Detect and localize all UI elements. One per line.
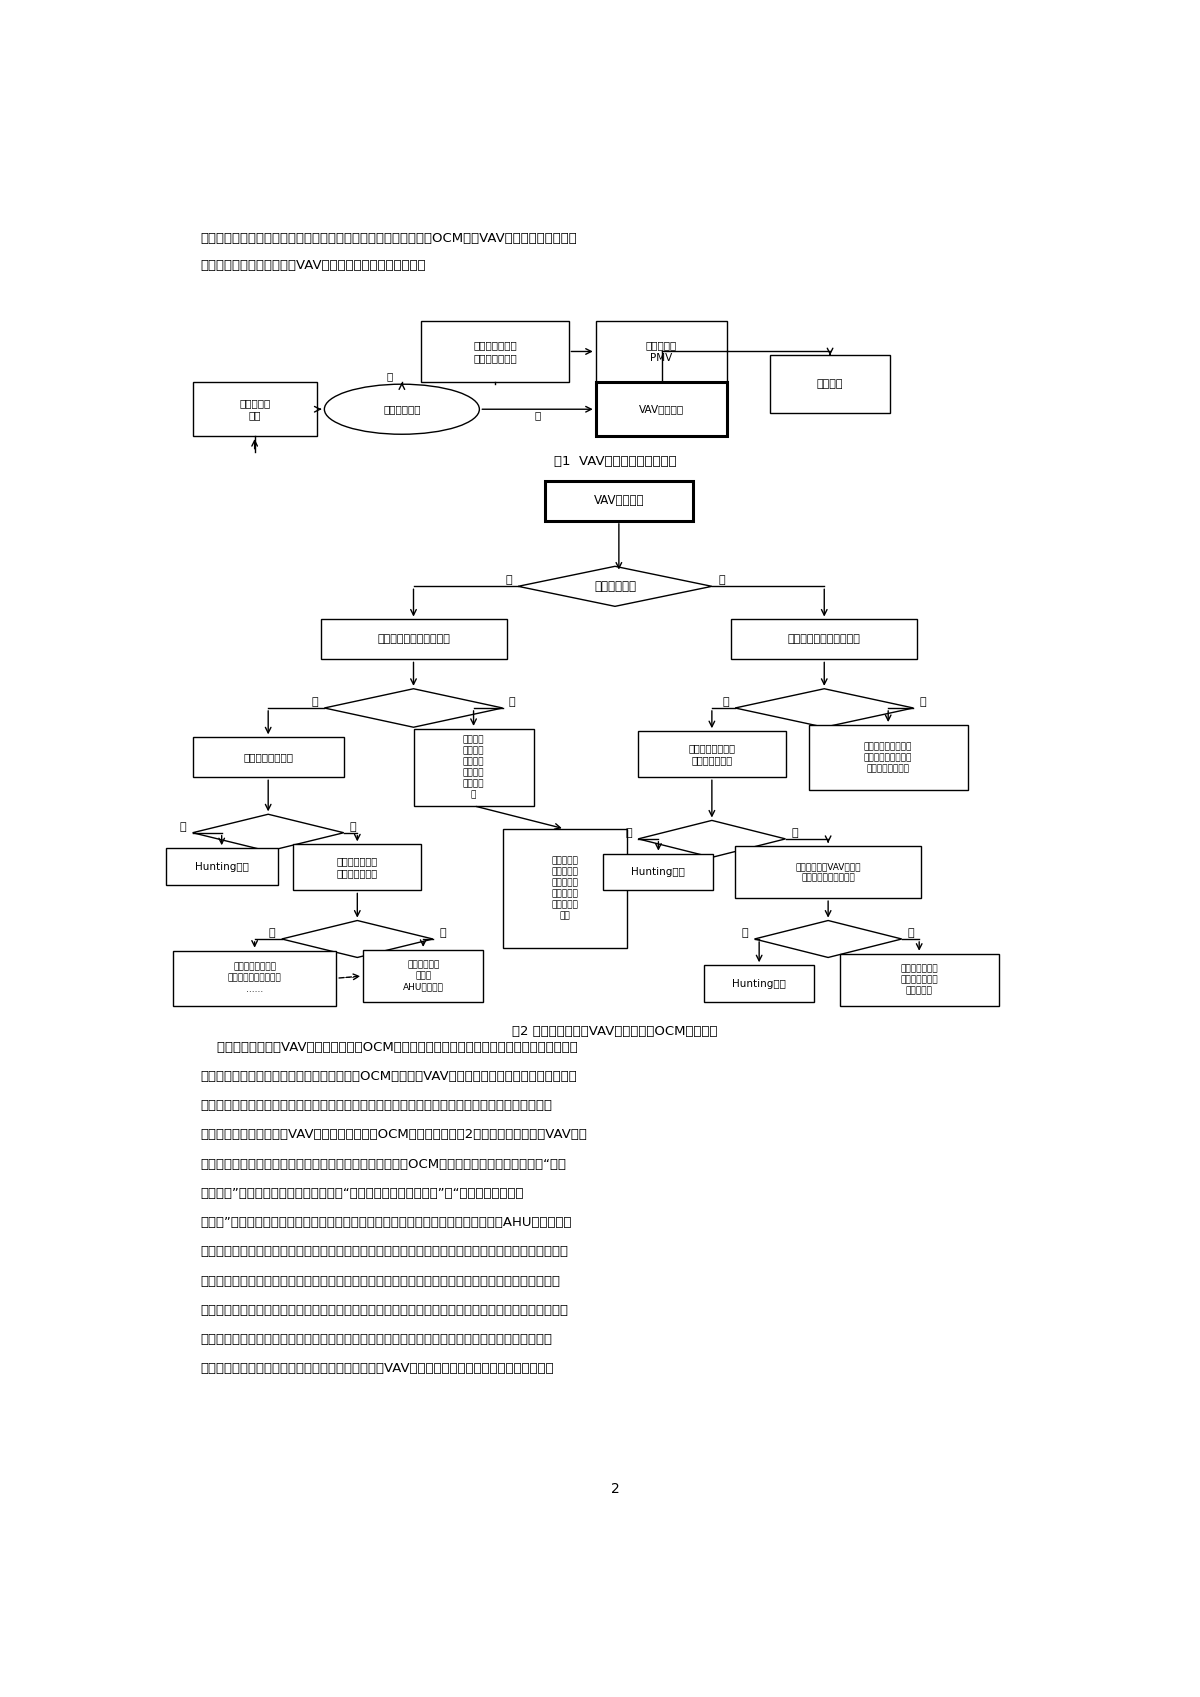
FancyBboxPatch shape <box>736 845 922 898</box>
FancyBboxPatch shape <box>595 382 727 436</box>
Text: 要求风量来回震动: 要求风量来回震动 <box>244 752 293 762</box>
Text: 否: 否 <box>350 821 356 832</box>
Text: VAV系统诊断: VAV系统诊断 <box>594 494 644 507</box>
Text: 舒适性检测
PMV: 舒适性检测 PMV <box>646 341 677 363</box>
Text: 症结。以压力无关型末端VAV控制系统为例，其OCM分析逻辑图如图2所示。压力无关型的VAV控制: 症结。以压力无关型末端VAV控制系统为例，其OCM分析逻辑图如图2所示。压力无关… <box>200 1129 587 1142</box>
FancyBboxPatch shape <box>809 725 967 791</box>
Text: 是: 是 <box>180 821 186 832</box>
Text: 送风温度控制
问题；
AHU水量不足: 送风温度控制 问题； AHU水量不足 <box>403 961 444 991</box>
Text: 是: 是 <box>625 828 632 838</box>
FancyBboxPatch shape <box>364 950 484 1003</box>
Text: 足、末端需求风量设定不对、送风温度控制问题等，而后者可能存在的原因有风机选型不合理、风道阻力: 足、末端需求风量设定不对、送风温度控制问题等，而后者可能存在的原因有风机选型不合… <box>200 1246 569 1259</box>
Text: 本文重点研究用于VAV控制系统诊断的OCM法，该方法的前提是控制系统测试、记录和采集的数: 本文重点研究用于VAV控制系统诊断的OCM法，该方法的前提是控制系统测试、记录和… <box>200 1040 578 1054</box>
Polygon shape <box>638 820 786 857</box>
Text: 据无误，即传感器故障的问题已经解决。所谓OCM法是指以VAV控制系统的控制目标作为判断依据，: 据无误，即传感器故障的问题已经解决。所谓OCM法是指以VAV控制系统的控制目标作… <box>200 1069 577 1083</box>
Text: 末端温度满足: 末端温度满足 <box>383 404 421 414</box>
Text: 并不能完全说明室内热环境状况较好），如果目标控制不好则利用OCM法对VAV控制系统进行诊断，: 并不能完全说明室内热环境状况较好），如果目标控制不好则利用OCM法对VAV控制系… <box>200 232 577 244</box>
Text: 要求风量达到最大（小）: 要求风量达到最大（小） <box>377 635 450 645</box>
FancyBboxPatch shape <box>731 619 917 660</box>
Text: 否: 否 <box>919 697 926 708</box>
Text: 送风温度相应变
化且满足设定值: 送风温度相应变 化且满足设定值 <box>337 857 378 879</box>
FancyBboxPatch shape <box>840 954 998 1006</box>
FancyBboxPatch shape <box>503 828 626 949</box>
Text: Hunting问题: Hunting问题 <box>631 867 685 877</box>
Text: 过大（风道阻塞、风道设计不合理等）、系统振荡（导致系统震荡的原因比较复杂，将在实例中进一步: 过大（风道阻塞、风道设计不合理等）、系统振荡（导致系统震荡的原因比较复杂，将在实… <box>200 1274 560 1288</box>
Polygon shape <box>736 689 913 728</box>
Polygon shape <box>193 815 343 852</box>
Text: 看却并非全是控制系统的原因，还包括设计的问题和VAV系统本身存在的弊端（比如各末端负荷要: 看却并非全是控制系统的原因，还包括设计的问题和VAV系统本身存在的弊端（比如各末… <box>200 1363 554 1376</box>
FancyBboxPatch shape <box>193 736 343 777</box>
FancyBboxPatch shape <box>193 382 317 436</box>
Text: 需求风量
控制问题
，没有增
加（减小
）需求风
量: 需求风量 控制问题 ，没有增 加（减小 ）需求风 量 <box>463 735 485 799</box>
Text: 是: 是 <box>505 575 512 585</box>
FancyBboxPatch shape <box>704 966 814 1003</box>
Text: （小）”，前者可能存在的原因有系统振荡、末端选型片小、同一末端负责不同区域、AHU水量供应不: （小）”，前者可能存在的原因有系统振荡、末端选型片小、同一末端负责不同区域、AH… <box>200 1217 572 1229</box>
Text: Hunting问题: Hunting问题 <box>194 862 248 872</box>
Text: 能满足要求或者说控制目标没有实现（末端实测温度控制在设定温度附近），但从导致该现象的原因: 能满足要求或者说控制目标没有实现（末端实测温度控制在设定温度附近），但从导致该现… <box>200 1334 552 1346</box>
Text: 风量满足”满足与否进行判断，进而判断“要求风量达到最大（小）”或“风阀开度达到最大: 风量满足”满足与否进行判断，进而判断“要求风量达到最大（小）”或“风阀开度达到最… <box>200 1186 524 1200</box>
Text: 否: 否 <box>439 928 445 938</box>
Text: 末端风量满足: 末端风量满足 <box>594 580 636 592</box>
FancyBboxPatch shape <box>414 728 534 806</box>
FancyBboxPatch shape <box>595 321 727 382</box>
Text: 传感器位置问题；
末端选型偏小（大）；
......: 传感器位置问题； 末端选型偏小（大）； ...... <box>228 962 282 994</box>
Text: 否: 否 <box>908 928 914 938</box>
Text: 图1  VAV系统控制系统诊断图: 图1 VAV系统控制系统诊断图 <box>553 455 677 468</box>
Text: 否: 否 <box>534 411 541 421</box>
FancyBboxPatch shape <box>638 731 786 777</box>
Text: 2: 2 <box>611 1481 619 1495</box>
Text: 根据控制目标实现与否进入下级控制目标的判断分析，在经过多级控制目标判断分析后最终找到问题: 根据控制目标实现与否进入下级控制目标的判断分析，在经过多级控制目标判断分析后最终… <box>200 1100 552 1112</box>
Text: 否: 否 <box>718 575 725 585</box>
Polygon shape <box>324 689 503 728</box>
Text: 否: 否 <box>792 828 798 838</box>
FancyBboxPatch shape <box>320 619 506 660</box>
FancyBboxPatch shape <box>421 321 569 382</box>
Text: 风阀开度达到最大（小）: 风阀开度达到最大（小） <box>788 635 860 645</box>
Text: 末端传感器
校准: 末端传感器 校准 <box>239 399 270 421</box>
Text: 否: 否 <box>509 697 516 708</box>
Text: 风机选型偏
小（大）；
风道阻力过
大（位置不
利；风道阻
塞）: 风机选型偏 小（大）； 风道阻力过 大（位置不 利；风道阻 塞） <box>551 857 578 921</box>
Text: Hunting问题: Hunting问题 <box>732 979 786 989</box>
FancyBboxPatch shape <box>604 854 714 891</box>
Text: 系统从末端温度控制情况入手，当末端温度不满足时则进入OCM诊断方法。通过对第一级目标“末端: 系统从末端温度控制情况入手，当末端温度不满足时则进入OCM诊断方法。通过对第一级… <box>200 1157 566 1171</box>
Text: 是: 是 <box>386 372 392 382</box>
Text: 同时存在其它VAV末端风
阀开度达到最小（大）: 同时存在其它VAV末端风 阀开度达到最小（大） <box>796 862 860 882</box>
Text: 是: 是 <box>269 928 276 938</box>
Text: 风机转速增加（减
小）并达到极值: 风机转速增加（减 小）并达到极值 <box>689 743 736 765</box>
FancyBboxPatch shape <box>545 480 692 521</box>
FancyBboxPatch shape <box>293 845 421 891</box>
Ellipse shape <box>324 384 479 434</box>
Text: 风阀设备调节失灵；
风阀控制错误，没有
开大（关小）风阀: 风阀设备调节失灵； 风阀控制错误，没有 开大（关小）风阀 <box>864 742 912 774</box>
FancyBboxPatch shape <box>166 848 278 886</box>
Text: 节能分析: 节能分析 <box>817 378 844 389</box>
Text: 图2 压力无关型末端VAV控制系统的OCM诊断流程: 图2 压力无关型末端VAV控制系统的OCM诊断流程 <box>512 1025 718 1039</box>
Text: 温度传感器对比
实际工作区温度: 温度传感器对比 实际工作区温度 <box>473 341 517 363</box>
FancyBboxPatch shape <box>770 355 890 412</box>
Text: 风机转速控制问
题，没有增加（
减少）转速: 风机转速控制问 题，没有增加（ 减少）转速 <box>900 964 938 996</box>
Polygon shape <box>518 567 712 606</box>
Text: 是: 是 <box>312 697 318 708</box>
Text: ...: ... <box>343 967 355 981</box>
Text: 是: 是 <box>722 697 728 708</box>
Text: 分析）、风机转速控制策略不当、风阀调节失灵等。由上述两类问题可知，尽管从现象上看是控制系统不: 分析）、风机转速控制策略不当、风阀调节失灵等。由上述两类问题可知，尽管从现象上看… <box>200 1303 569 1317</box>
Text: 找出症结所在。最后分析此VAV系统的耗能状况和节能潜力。: 找出症结所在。最后分析此VAV系统的耗能状况和节能潜力。 <box>200 260 426 272</box>
Polygon shape <box>282 920 433 957</box>
FancyBboxPatch shape <box>173 950 336 1006</box>
Text: 是: 是 <box>742 928 749 938</box>
Text: VAV系统诊断: VAV系统诊断 <box>638 404 684 414</box>
Polygon shape <box>755 920 901 957</box>
